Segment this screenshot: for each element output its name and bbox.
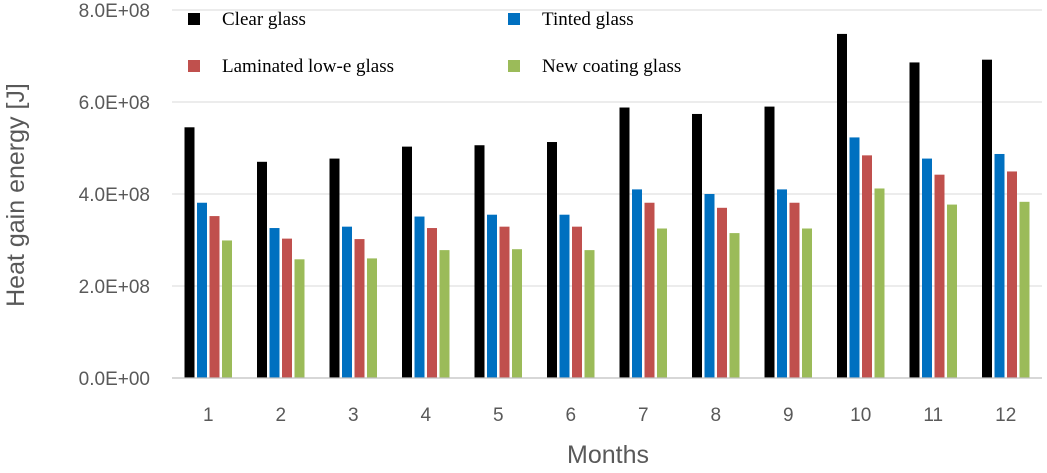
legend-label: Laminated low-e glass (222, 56, 394, 77)
bar (414, 216, 425, 378)
x-tick-label: 8 (710, 405, 721, 426)
x-tick-label: 4 (420, 405, 431, 426)
bar (632, 189, 642, 378)
bar (294, 259, 305, 378)
bar (704, 194, 715, 378)
x-tick-label: 12 (995, 405, 1016, 426)
legend-swatch (188, 60, 200, 72)
x-axis-title: Months (567, 441, 649, 468)
y-tick-label: 6.0E+08 (79, 93, 150, 114)
x-tick-label: 3 (348, 405, 359, 426)
x-tick-label: 10 (850, 405, 871, 426)
bar (547, 142, 557, 378)
bar (512, 249, 522, 378)
bar (644, 202, 655, 378)
y-tick-label: 4.0E+08 (79, 185, 150, 206)
bar (559, 214, 570, 378)
bar (487, 214, 497, 378)
bar (777, 189, 787, 378)
legend: Clear glass Tinted glass Laminated low-e g… (188, 9, 681, 77)
bars (184, 33, 1030, 379)
legend-label: Clear glass (222, 9, 306, 30)
y-tick-label: 2.0E+08 (79, 277, 150, 298)
bar (994, 153, 1005, 378)
legend-label: New coating glass (542, 56, 681, 77)
bar (789, 202, 800, 378)
bar (439, 250, 450, 378)
bar (222, 240, 232, 378)
bar (947, 204, 957, 378)
x-tick-label: 11 (923, 405, 943, 426)
legend-swatch (508, 60, 520, 72)
bar (982, 59, 992, 379)
y-tick-label: 0.0E+00 (79, 369, 150, 390)
x-tick-label: 9 (783, 405, 794, 426)
bar (934, 174, 945, 378)
gridlines (172, 9, 1042, 287)
y-axis-title: Heat gain energy [J] (2, 83, 30, 307)
bar (342, 226, 352, 378)
bar (572, 226, 582, 378)
legend-swatch (188, 13, 200, 25)
bar (717, 207, 727, 378)
bar (402, 146, 412, 378)
legend-label: Tinted glass (542, 9, 634, 30)
bar (367, 258, 377, 378)
legend-swatch (508, 13, 520, 25)
bar (1007, 171, 1017, 378)
axes: 0.0E+002.0E+084.0E+086.0E+088.0E+081 2 3 4 5… (79, 1, 1042, 426)
bar (849, 137, 860, 378)
bar (1019, 201, 1030, 378)
bar (197, 202, 207, 378)
bar (922, 158, 932, 378)
y-tick-label: 8.0E+08 (79, 1, 150, 22)
x-tick-label: 7 (638, 405, 649, 426)
bar (837, 33, 847, 379)
bar (729, 233, 740, 378)
bar (269, 228, 280, 378)
bar (802, 228, 812, 378)
bar (584, 250, 595, 378)
bar (329, 158, 340, 378)
bar (499, 226, 510, 378)
x-tick-label: 5 (493, 405, 504, 426)
bar (862, 155, 872, 378)
bar (209, 216, 220, 378)
bar (764, 106, 775, 378)
bar (909, 62, 920, 378)
bar (184, 127, 195, 378)
bar (657, 228, 667, 378)
x-tick-label: 2 (275, 405, 286, 426)
bar (354, 239, 365, 378)
x-tick-label: 6 (565, 405, 576, 426)
bar (692, 113, 702, 379)
bar (874, 188, 885, 378)
bar (282, 238, 292, 378)
bar (474, 145, 485, 378)
bar (427, 228, 437, 378)
bar (257, 161, 267, 378)
bar (619, 107, 630, 379)
x-tick-label: 1 (203, 405, 214, 426)
